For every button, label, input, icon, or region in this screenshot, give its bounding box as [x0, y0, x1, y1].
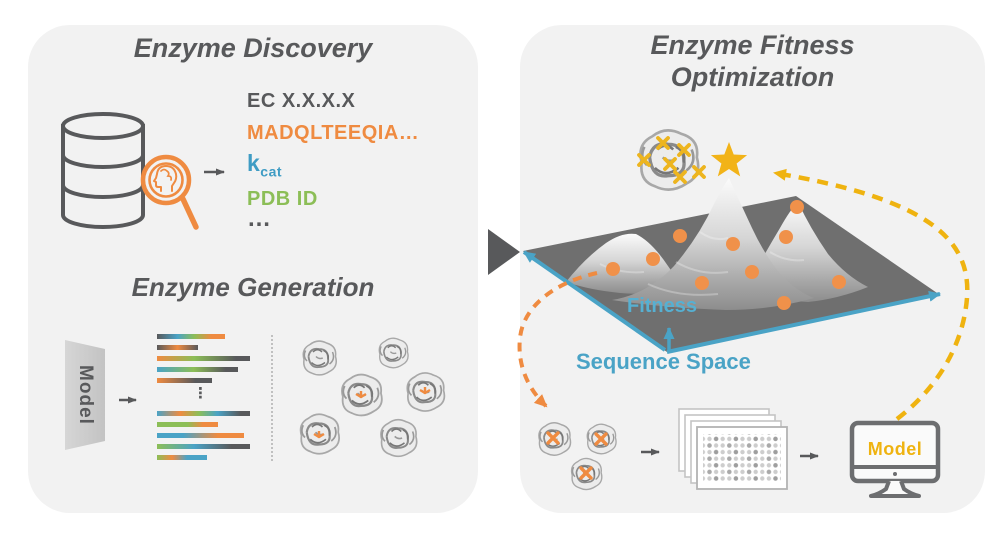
sequence-text: MADQLTEEQIA… [247, 122, 420, 144]
monitor-model-label: Model [867, 439, 923, 459]
microplate-stack-icon [678, 408, 788, 490]
kcat-subscript: cat [260, 163, 283, 180]
sequence-bar [157, 334, 225, 339]
optimization-title-line1: Enzyme Fitness [650, 30, 855, 60]
protein-structure-icon [379, 418, 418, 458]
generation-model-label: Model [75, 365, 96, 425]
sequence-bar [157, 444, 250, 449]
protein-structure-icon [378, 337, 410, 369]
magnifier-brain-icon [140, 154, 199, 230]
ligand-icon [355, 391, 367, 399]
yellow-dashed-arrow [773, 168, 970, 421]
monitor-icon [849, 420, 941, 498]
orange-dashed-arrow [517, 271, 598, 408]
sequence-bar [157, 378, 212, 383]
pdb-id-text: PDB ID [247, 188, 318, 210]
sequence-bar [157, 356, 250, 361]
panel-transition-arrow [488, 229, 520, 275]
mutation-x-marks [637, 136, 706, 184]
sequence-bar [157, 422, 218, 427]
landscape-main-peak [612, 178, 814, 310]
model-trapezoid [65, 340, 105, 450]
landscape-left-mound [566, 233, 684, 294]
sequence-bar [157, 345, 198, 350]
sequence-bar [157, 433, 244, 438]
database-icon [61, 112, 145, 229]
contour-lines [599, 231, 805, 296]
kcat-text: kcat [247, 150, 282, 180]
optimization-title-line2: Optimization [670, 62, 835, 92]
generation-title: Enzyme Generation [131, 272, 375, 302]
sequence-space-axis-right [666, 290, 941, 354]
selected-variant-proteins [537, 421, 618, 491]
ligand-icon [313, 431, 325, 439]
fitness-landscape [522, 178, 941, 354]
mutated-protein-icon [637, 128, 706, 192]
generated-protein-structures [299, 337, 446, 458]
sampled-variant-dots [606, 200, 846, 310]
dotted-divider [271, 335, 273, 461]
protein-structure-icon [302, 339, 338, 377]
fitness-axis-label: Fitness [627, 295, 698, 317]
sequence-space-label: Sequence Space [576, 349, 751, 374]
sequence-bar [157, 367, 238, 372]
ec-number-text: EC X.X.X.X [247, 90, 356, 112]
discovery-title: Enzyme Discovery [133, 33, 373, 63]
selection-x-marks [546, 431, 608, 480]
bars-ellipsis: ⋮ [193, 385, 208, 402]
ligand-icon [419, 387, 431, 395]
sequence-space-axis-left [522, 250, 667, 352]
sequence-bar [157, 455, 207, 460]
fitness-star-icon [710, 142, 748, 177]
sequence-bar [157, 411, 250, 416]
kcat-base: k [247, 150, 261, 176]
discovery-ellipsis: … [247, 205, 273, 232]
